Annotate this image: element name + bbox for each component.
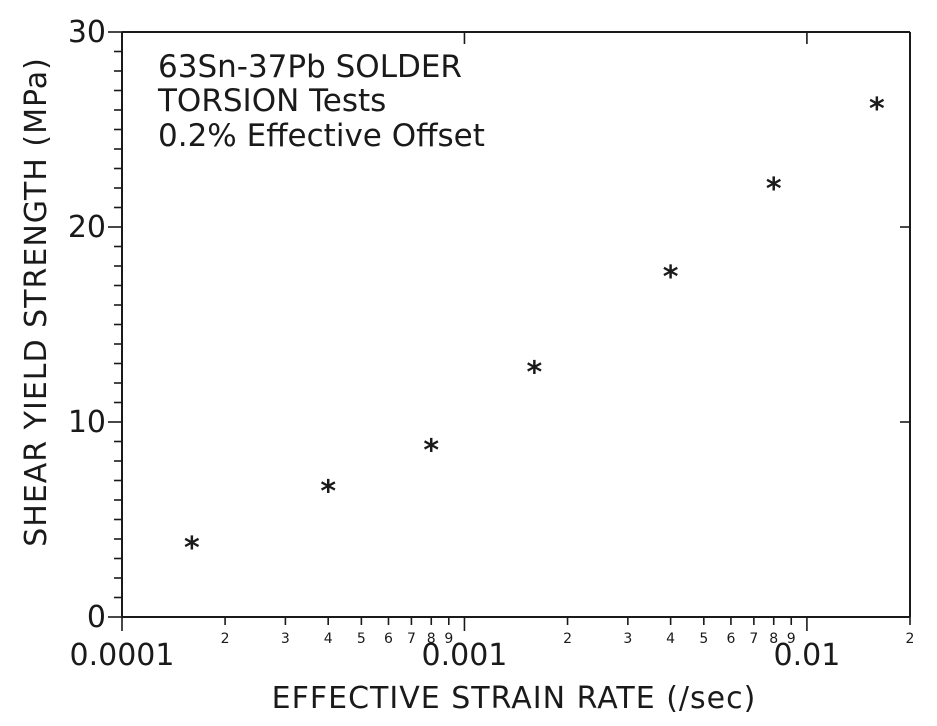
x-minor-tick-label: 8 [769, 631, 778, 647]
annotation-line-1: 63Sn-37Pb SOLDER [158, 49, 462, 85]
x-minor-tick-label: 6 [384, 631, 393, 647]
x-minor-tick-label: 2 [221, 631, 230, 647]
annotation-line-2: TORSION Tests [157, 83, 386, 119]
x-minor-tick-label: 3 [623, 631, 632, 647]
x-minor-tick-label: 6 [726, 631, 735, 647]
data-point: * [184, 531, 200, 566]
data-point: * [869, 92, 885, 127]
x-minor-tick-label: 4 [666, 631, 675, 647]
x-minor-tick-label: 7 [407, 631, 416, 647]
x-minor-tick-label: 2 [906, 631, 915, 647]
data-points: * * * * * * * [184, 92, 885, 566]
x-minor-tick-label: 9 [787, 631, 796, 647]
x-minor-tick-label: 5 [699, 631, 708, 647]
x-minor-tick-label: 8 [427, 631, 436, 647]
y-tick-label: 0 [87, 600, 106, 635]
annotation-line-3: 0.2% Effective Offset [158, 118, 485, 154]
data-point: * [423, 433, 439, 468]
annotation-block: 63Sn-37Pb SOLDER TORSION Tests 0.2% Effe… [157, 49, 485, 154]
x-minor-tick-label: 5 [357, 631, 366, 647]
data-point: * [766, 172, 782, 207]
y-tick-label: 10 [68, 405, 106, 440]
x-minor-tick-label: 3 [281, 631, 290, 647]
y-tick-label: 30 [68, 15, 106, 50]
x-axis-ticks: 0.0001 0.001 0.012 3 4 5 6 7 8 9 2 3 4 5 6 7 8 9 2 [70, 32, 915, 673]
x-tick-label: 0.001 [422, 638, 508, 673]
x-minor-tick-label: 9 [444, 631, 453, 647]
x-minor-tick-label: 4 [324, 631, 333, 647]
x-tick-label: 0.0001 [70, 638, 175, 673]
data-point: * [320, 474, 336, 509]
data-point: * [663, 260, 679, 295]
y-axis-title: SHEAR YIELD STRENGTH (MPa) [19, 57, 54, 547]
y-axis-ticks: 0 10 20 30 [68, 15, 910, 635]
x-tick-label: 0.01 [774, 638, 841, 673]
x-axis-title: EFFECTIVE STRAIN RATE (/sec) [272, 681, 757, 716]
x-minor-tick-label: 7 [749, 631, 758, 647]
x-minor-tick-label: 2 [563, 631, 572, 647]
y-tick-label: 20 [68, 210, 106, 245]
data-point: * [527, 355, 543, 390]
